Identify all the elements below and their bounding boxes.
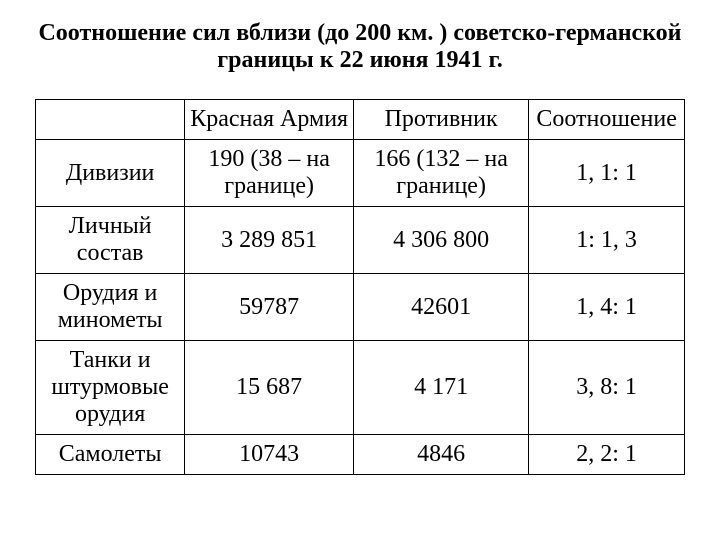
row-label: Танки и штурмовые орудия [36, 341, 185, 435]
table-row: Орудия и минометы 59787 42601 1, 4: 1 [36, 274, 685, 341]
row-cell: 10743 [185, 435, 354, 475]
row-label: Личный состав [36, 207, 185, 274]
table-row: Самолеты 10743 4846 2, 2: 1 [36, 435, 685, 475]
row-cell: 4846 [354, 435, 529, 475]
header-col-2: Противник [354, 100, 529, 140]
table-row: Танки и штурмовые орудия 15 687 4 171 3,… [36, 341, 685, 435]
header-col-1: Красная Армия [185, 100, 354, 140]
table-row: Дивизии 190 (38 – на границе) 166 (132 –… [36, 140, 685, 207]
row-cell: 1, 4: 1 [529, 274, 685, 341]
row-cell: 1: 1, 3 [529, 207, 685, 274]
row-cell: 190 (38 – на границе) [185, 140, 354, 207]
force-ratio-table: Красная Армия Противник Соотношение Диви… [35, 99, 685, 475]
row-cell: 4 306 800 [354, 207, 529, 274]
row-cell: 15 687 [185, 341, 354, 435]
row-cell: 3 289 851 [185, 207, 354, 274]
row-label: Орудия и минометы [36, 274, 185, 341]
header-col-3: Соотношение [529, 100, 685, 140]
row-label: Самолеты [36, 435, 185, 475]
document-page: Соотношение сил вблизи (до 200 км. ) сов… [0, 0, 720, 475]
row-label: Дивизии [36, 140, 185, 207]
row-cell: 4 171 [354, 341, 529, 435]
row-cell: 3, 8: 1 [529, 341, 685, 435]
table-row: Личный состав 3 289 851 4 306 800 1: 1, … [36, 207, 685, 274]
row-cell: 59787 [185, 274, 354, 341]
row-cell: 2, 2: 1 [529, 435, 685, 475]
row-cell: 42601 [354, 274, 529, 341]
table-header-row: Красная Армия Противник Соотношение [36, 100, 685, 140]
row-cell: 1, 1: 1 [529, 140, 685, 207]
page-title: Соотношение сил вблизи (до 200 км. ) сов… [35, 20, 685, 74]
row-cell: 166 (132 – на границе) [354, 140, 529, 207]
header-blank [36, 100, 185, 140]
